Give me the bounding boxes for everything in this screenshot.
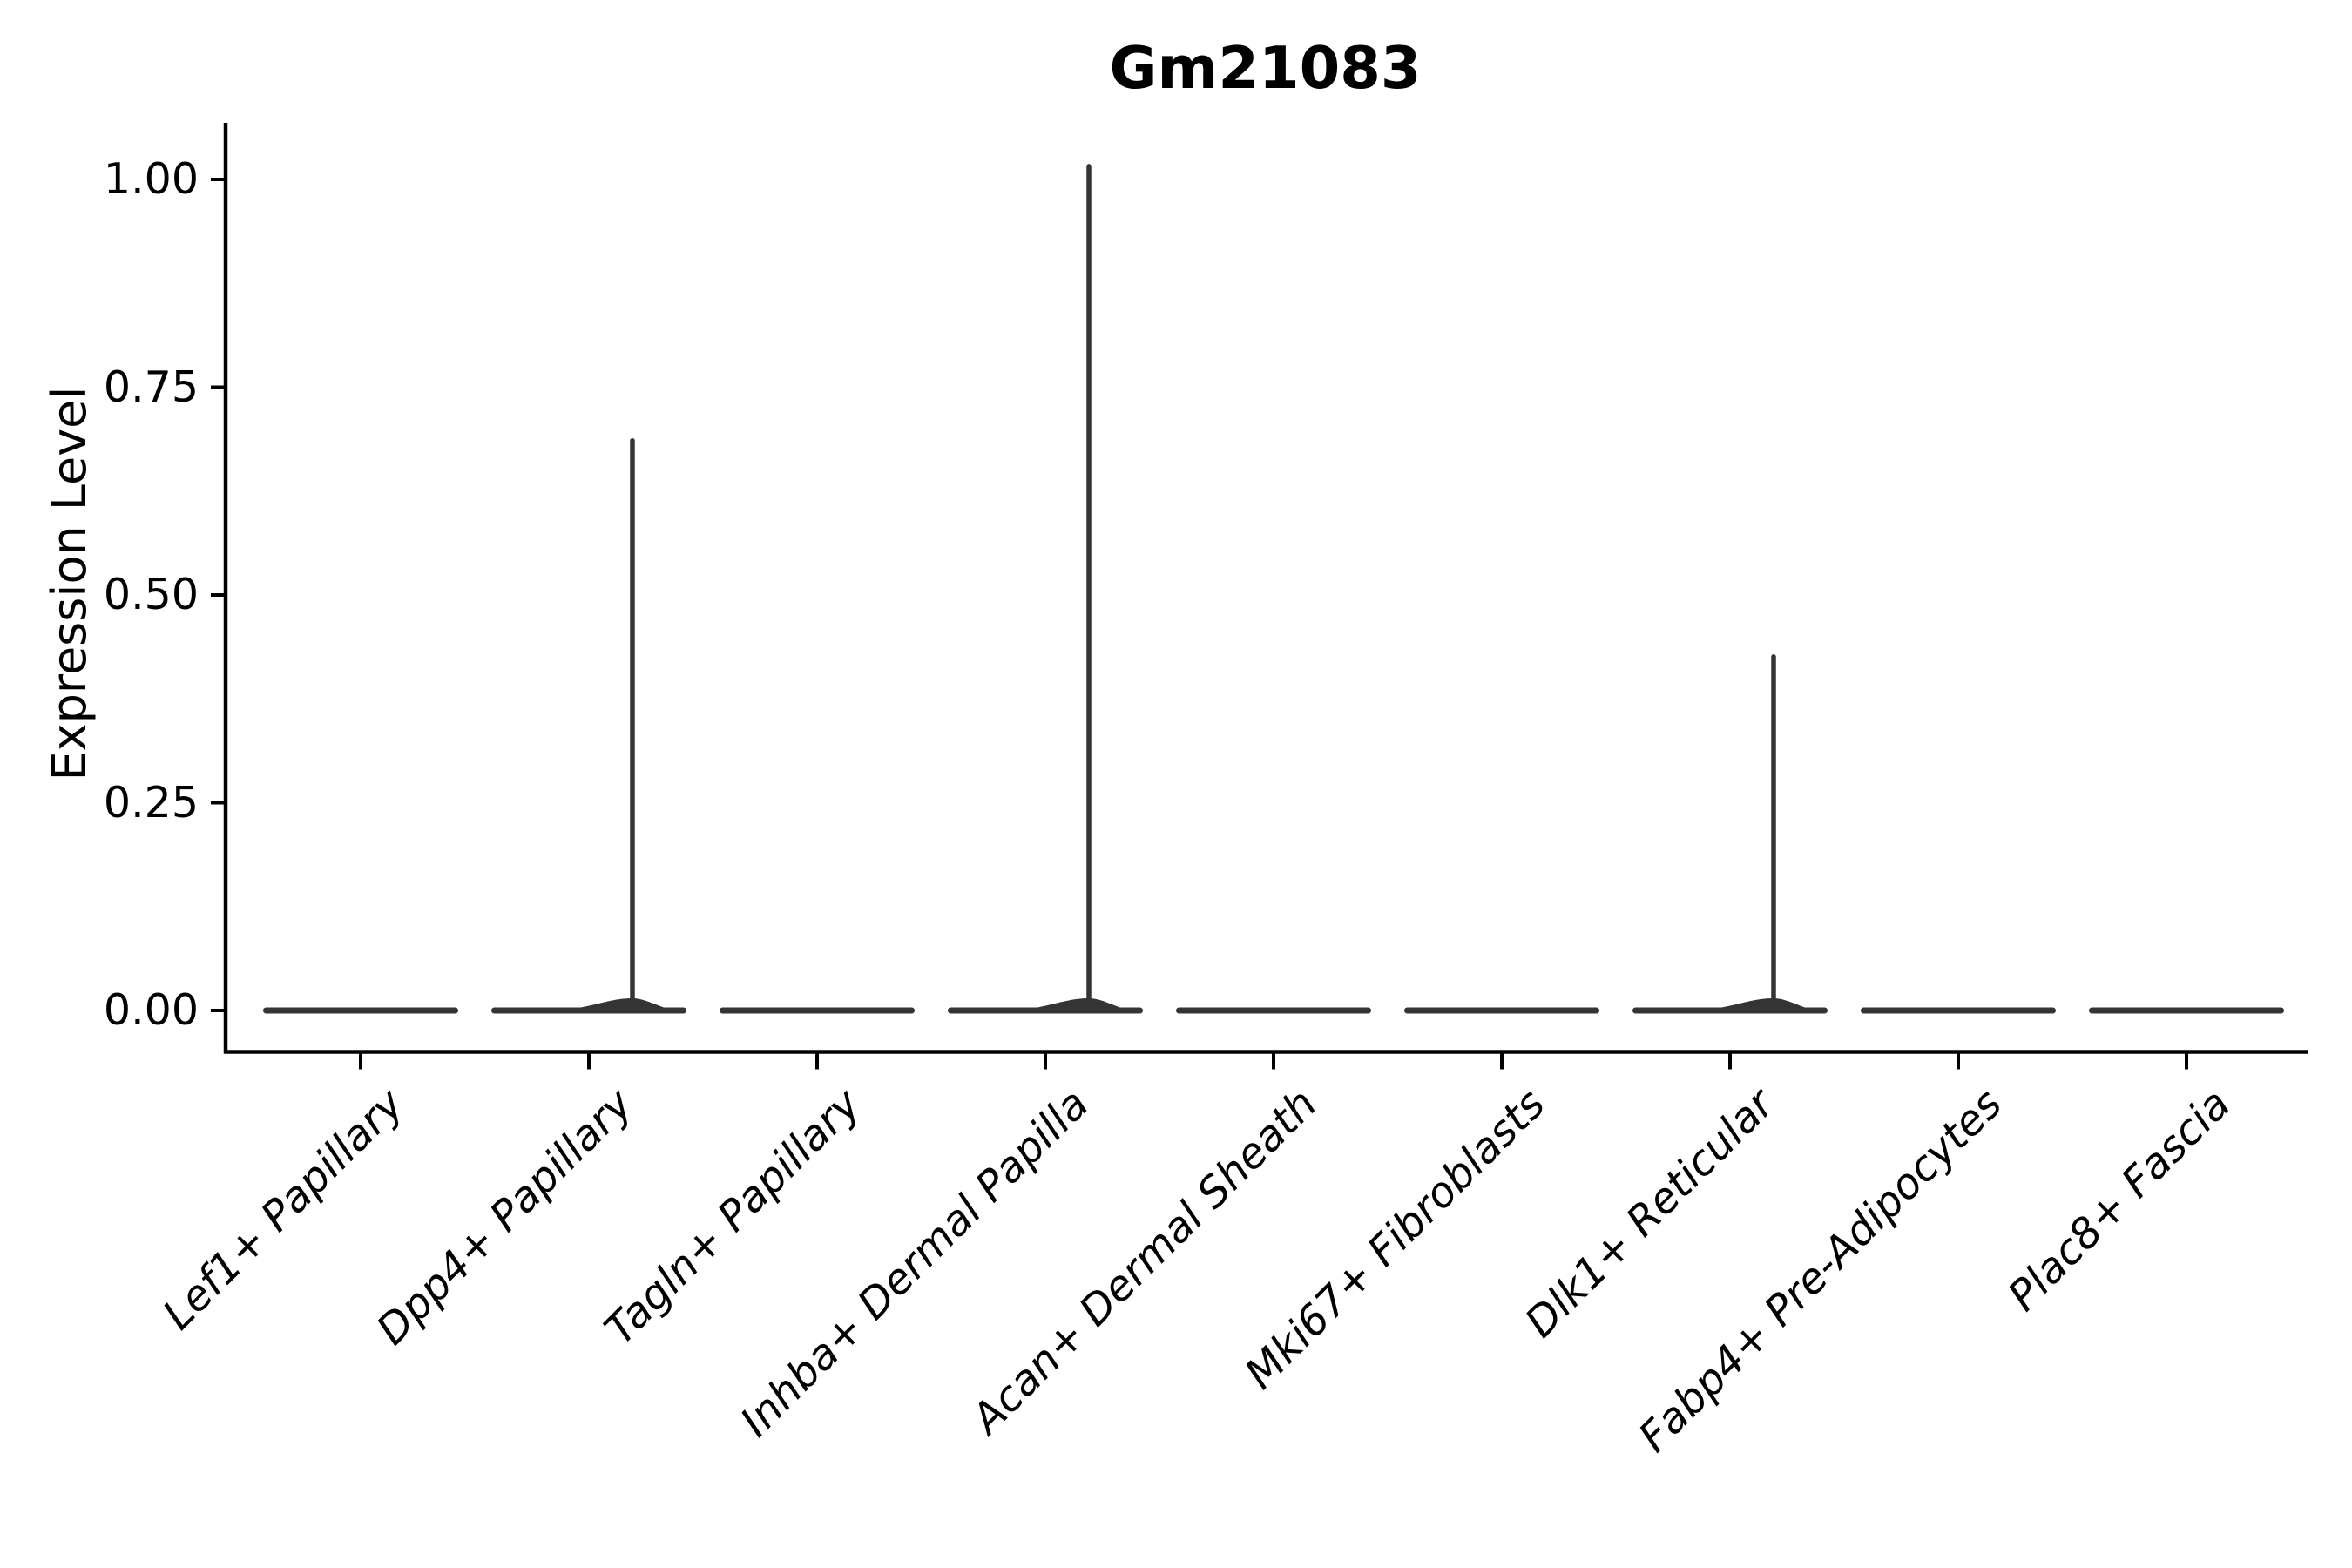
violin-body — [1176, 1007, 1371, 1014]
violin-body — [720, 1007, 915, 1014]
y-tick-label: 0.00 — [103, 985, 199, 1035]
violin-body — [2089, 1007, 2284, 1014]
violin-tail-base — [1689, 998, 1819, 1012]
violin-body — [1861, 1007, 2056, 1014]
y-tick-label: 0.75 — [103, 362, 199, 412]
violin-body — [263, 1007, 458, 1014]
violin-tail-base — [548, 998, 678, 1012]
chart-title: Gm21083 — [1109, 34, 1422, 102]
violin-tail-base — [1004, 998, 1134, 1012]
y-tick-label: 1.00 — [103, 154, 199, 204]
y-tick-label: 0.25 — [103, 777, 199, 828]
y-tick-label: 0.50 — [103, 570, 199, 619]
violin-body — [1404, 1007, 1599, 1014]
